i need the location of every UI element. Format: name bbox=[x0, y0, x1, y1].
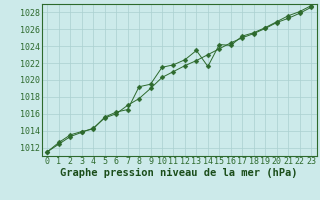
X-axis label: Graphe pression niveau de la mer (hPa): Graphe pression niveau de la mer (hPa) bbox=[60, 168, 298, 178]
